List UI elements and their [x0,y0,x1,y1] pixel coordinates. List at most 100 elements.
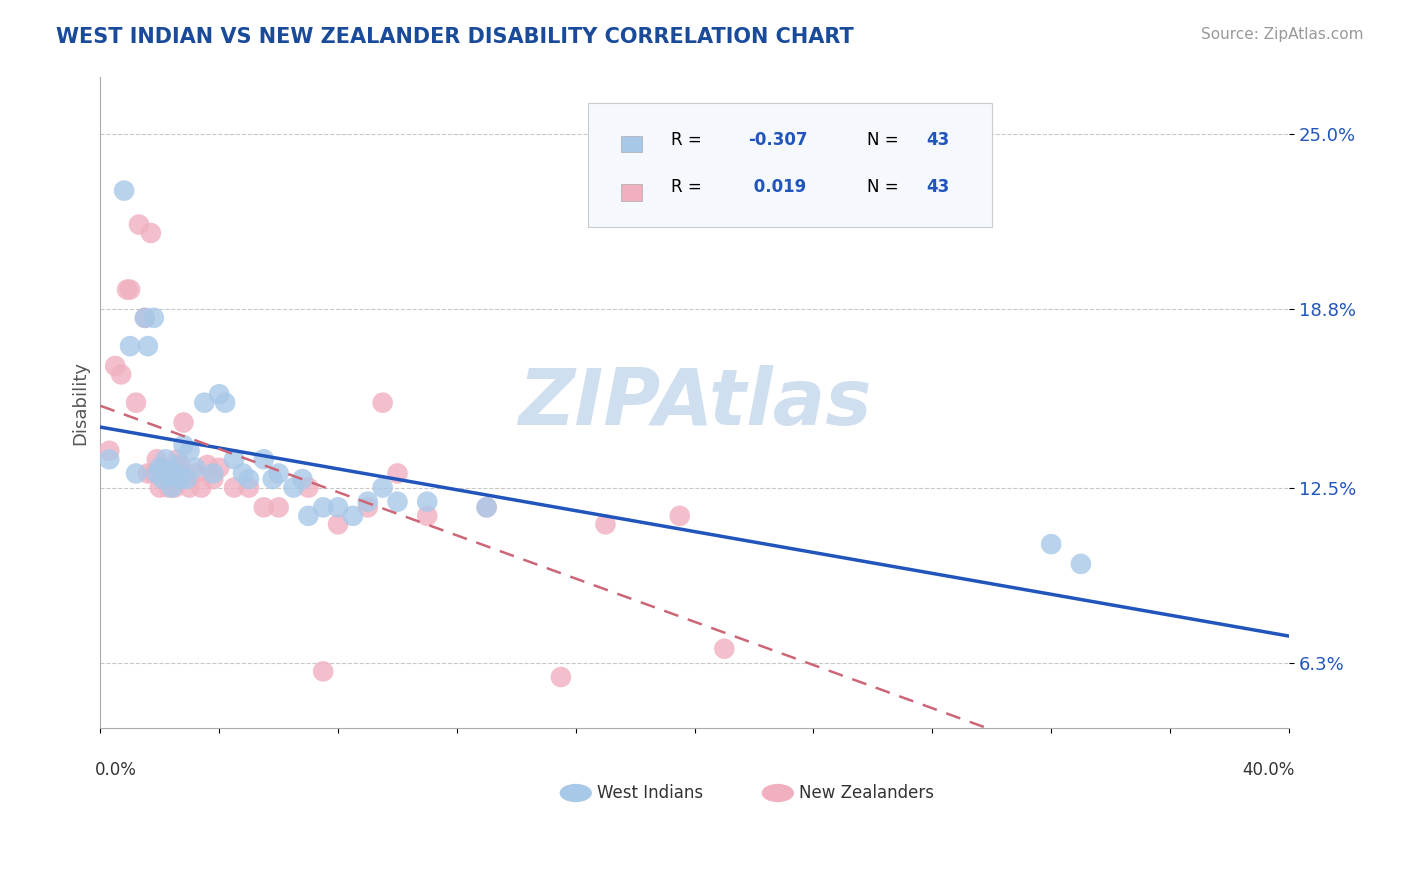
Point [238,481,260,495]
Point [297,481,319,495]
Point [149,481,172,495]
Point [125,395,148,409]
Point [222,452,245,467]
Point [342,508,364,523]
Y-axis label: Disability: Disability [72,360,89,445]
Point [357,494,380,508]
Point [208,460,231,475]
Point [149,460,172,475]
Point [157,481,180,495]
Point [222,481,245,495]
Point [157,467,180,481]
Point [169,458,191,472]
Point [115,283,138,297]
Point [312,500,335,515]
Point [166,458,188,472]
Point [326,517,349,532]
Point [1040,537,1063,551]
Text: West Indians: West Indians [598,784,703,802]
Point [142,467,165,481]
Point [371,481,394,495]
Point [190,481,212,495]
Text: 40.0%: 40.0% [1243,761,1295,780]
Point [267,500,290,515]
Text: 43: 43 [927,131,949,149]
Point [202,467,225,481]
Point [176,472,198,486]
Point [146,452,169,467]
Point [416,508,439,523]
Point [173,438,195,452]
Text: R =: R = [671,131,707,149]
Point [142,310,165,325]
Point [163,467,186,481]
Point [208,387,231,401]
Point [104,359,127,373]
Point [312,665,335,679]
Text: 0.019: 0.019 [748,178,807,196]
Point [98,452,121,467]
Point [173,416,195,430]
Point [152,472,174,486]
Point [179,443,201,458]
Point [163,481,186,495]
Point [179,481,201,495]
Circle shape [762,785,793,802]
Point [238,472,260,486]
Text: New Zealanders: New Zealanders [799,784,934,802]
Circle shape [561,785,591,802]
Point [136,339,159,353]
Point [184,460,207,475]
Point [152,460,174,475]
Point [202,472,225,486]
Point [110,368,132,382]
FancyBboxPatch shape [621,185,641,201]
Point [146,467,169,481]
Text: 43: 43 [927,178,949,196]
Text: N =: N = [868,178,904,196]
Point [291,472,314,486]
Point [134,310,156,325]
Point [357,500,380,515]
Point [326,500,349,515]
Point [232,467,254,481]
Text: ZIPAtlas: ZIPAtlas [517,365,872,441]
Point [713,641,735,656]
Point [195,458,218,472]
Point [120,339,142,353]
Text: Source: ZipAtlas.com: Source: ZipAtlas.com [1201,27,1364,42]
Point [253,452,276,467]
Point [416,494,439,508]
Point [112,184,135,198]
Point [1070,557,1092,571]
Point [160,472,183,486]
Point [283,481,305,495]
Text: N =: N = [868,131,904,149]
Point [155,452,177,467]
Point [193,395,215,409]
Point [371,395,394,409]
Point [136,467,159,481]
Point [267,467,290,481]
Point [155,467,177,481]
Point [128,218,150,232]
Point [139,226,162,240]
Point [668,508,690,523]
Text: 0.0%: 0.0% [94,761,136,780]
Point [184,467,207,481]
Point [387,494,409,508]
Text: WEST INDIAN VS NEW ZEALANDER DISABILITY CORRELATION CHART: WEST INDIAN VS NEW ZEALANDER DISABILITY … [56,27,853,46]
Point [98,443,121,458]
Point [387,467,409,481]
Point [262,472,284,486]
Point [475,500,498,515]
Point [169,472,191,486]
Text: R =: R = [671,178,707,196]
Point [595,517,617,532]
Point [120,283,142,297]
Point [297,508,319,523]
Text: -0.307: -0.307 [748,131,807,149]
Point [134,310,156,325]
Point [166,452,188,467]
Point [160,481,183,495]
